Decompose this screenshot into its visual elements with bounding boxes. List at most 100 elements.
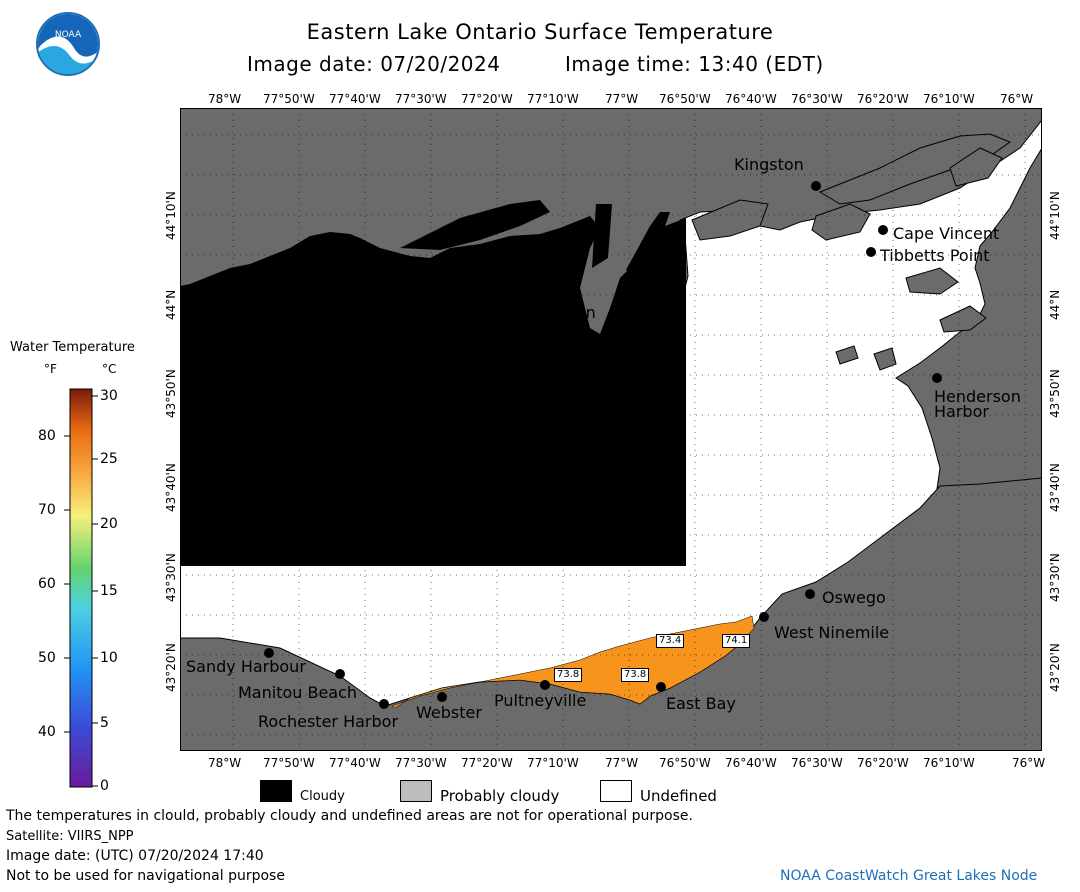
cloudy-patch-2 (592, 204, 612, 268)
city-dot-rochester-harbor (379, 699, 389, 709)
colorbar-c-tick: 25 (100, 451, 118, 467)
place-west-ninemile: West Ninemile (774, 623, 890, 642)
city-dot-webster (437, 692, 447, 702)
city-dot-oswego (805, 589, 815, 599)
colorbar-c-tick: 5 (100, 715, 109, 731)
place-rochester-harbor: Rochester Harbor (258, 712, 399, 731)
lon-label-top: 77°50'W (263, 92, 315, 106)
city-dot-manitou-beach (335, 669, 345, 679)
city-dot-tibbetts-point (866, 247, 876, 257)
lat-label-right: 43°40'N (1048, 463, 1062, 512)
lon-label-bottom: 78°W (208, 756, 242, 770)
lon-label-bottom: 76°10'W (923, 756, 975, 770)
colorbar-c-tick: 20 (100, 516, 118, 532)
lat-label-left: 43°30'N (164, 553, 178, 602)
place-manitou-beach: Manitou Beach (238, 683, 358, 702)
legend-swatch-cloudy (260, 780, 292, 802)
city-markers (264, 181, 942, 709)
colorbar-f-tick: 70 (38, 502, 56, 518)
place-webster: Webster (416, 703, 482, 722)
lat-label-left: 44°N (164, 289, 178, 320)
city-dot-pultneyville (540, 680, 550, 690)
island-stony (873, 347, 897, 371)
lon-label-top: 76°W (1000, 92, 1034, 106)
lon-label-bottom: 76°40'W (725, 756, 777, 770)
lon-label-bottom: 77°30'W (395, 756, 447, 770)
noaa-logo-icon: NOAA (36, 12, 100, 76)
lat-label-right: 43°50'N (1048, 369, 1062, 418)
lat-label-left: 43°50'N (164, 369, 178, 418)
place-oswego: Oswego (822, 588, 886, 607)
image-time: Image time: 13:40 (EDT) (565, 52, 824, 76)
colorbar-f-tick: 80 (38, 428, 56, 444)
temp-label: 74.1 (722, 634, 751, 648)
place-sandy-harbour: Sandy Harbour (186, 657, 306, 676)
city-dot-kingston (811, 181, 821, 191)
lon-label-bottom: 77°W (605, 756, 639, 770)
city-dot-sandy-harbour (264, 648, 274, 658)
island-amherst (691, 199, 769, 241)
lat-label-left: 43°20'N (164, 643, 178, 692)
colorbar (64, 388, 98, 788)
lon-label-top: 78°W (208, 92, 242, 106)
colorbar-f-tick: 50 (38, 650, 56, 666)
legend-label-probably-cloudy: Probably cloudy (440, 787, 560, 805)
city-dot-picton (599, 332, 609, 342)
legend-label-cloudy: Cloudy (300, 789, 345, 804)
city-dot-east-bay (656, 682, 666, 692)
legend-label-undefined: Undefined (640, 787, 717, 805)
lon-label-top: 76°30'W (791, 92, 843, 106)
lon-label-bottom: 77°40'W (329, 756, 381, 770)
place-picton: Picton (547, 303, 596, 322)
lon-label-bottom: 77°20'W (461, 756, 513, 770)
colorbar-title: Water Temperature (10, 340, 135, 355)
colorbar-f-tick: 60 (38, 576, 56, 592)
lon-label-top: 76°10'W (923, 92, 975, 106)
lon-label-bottom: 76°30'W (791, 756, 843, 770)
city-dot-west-ninemile (759, 612, 769, 622)
lon-label-bottom: 77°50'W (263, 756, 315, 770)
lat-label-right: 44°10'N (1048, 191, 1062, 240)
place-kingston: Kingston (734, 155, 804, 174)
place-harbor: Harbor (934, 402, 989, 421)
lon-label-top: 77°40'W (329, 92, 381, 106)
lon-label-bottom: 76°20'W (857, 756, 909, 770)
colorbar-c-tick: 15 (100, 583, 118, 599)
island-wolfe (818, 133, 1012, 205)
colorbar-c-tick: 0 (100, 778, 109, 794)
image-date: Image date: 07/20/2024 (247, 52, 501, 76)
colorbar-c-tick: 10 (100, 650, 118, 666)
legend-swatch-undefined (600, 780, 632, 802)
temp-label: 73.8 (554, 668, 583, 682)
lat-label-left: 44°10'N (164, 191, 178, 240)
island-galloo (835, 345, 859, 365)
lat-label-right: 43°30'N (1048, 553, 1062, 602)
island-wolfe-east (949, 147, 1003, 187)
place-cape-vincent: Cape Vincent (893, 224, 1000, 243)
temp-label: 73.8 (621, 668, 650, 682)
lon-label-top: 77°30'W (395, 92, 447, 106)
lon-label-bottom: 76°50'W (659, 756, 711, 770)
lat-label-right: 44°N (1048, 289, 1062, 320)
place-tibbetts-point: Tibbetts Point (880, 246, 990, 265)
lon-label-top: 77°20'W (461, 92, 513, 106)
noaa-logo-text: NOAA (55, 30, 82, 40)
footer-navigation-note: Not to be used for navigational purpose (6, 868, 285, 884)
lon-label-top: 76°50'W (659, 92, 711, 106)
place-east-bay: East Bay (666, 694, 736, 713)
cloudy-patch-3 (626, 212, 670, 276)
place-henderson: Henderson (934, 387, 1021, 406)
cloudy-area (180, 216, 686, 566)
cloudy-patch-1 (400, 200, 550, 250)
footer-disclaimer: The temperatures in clould, probably clo… (6, 808, 693, 824)
lon-label-bottom: 76°W (1012, 756, 1046, 770)
colorbar-c-tick: 30 (100, 388, 118, 404)
city-dot-cape-vincent (878, 225, 888, 235)
lon-label-top: 76°40'W (725, 92, 777, 106)
lon-label-top: 77°10'W (527, 92, 579, 106)
city-dot-henderson-harbor (932, 373, 942, 383)
legend-swatch-probably-cloudy (400, 780, 432, 802)
lat-label-left: 43°40'N (164, 463, 178, 512)
island-small2 (905, 267, 959, 295)
footer-satellite: Satellite: VIIRS_NPP (6, 829, 134, 844)
